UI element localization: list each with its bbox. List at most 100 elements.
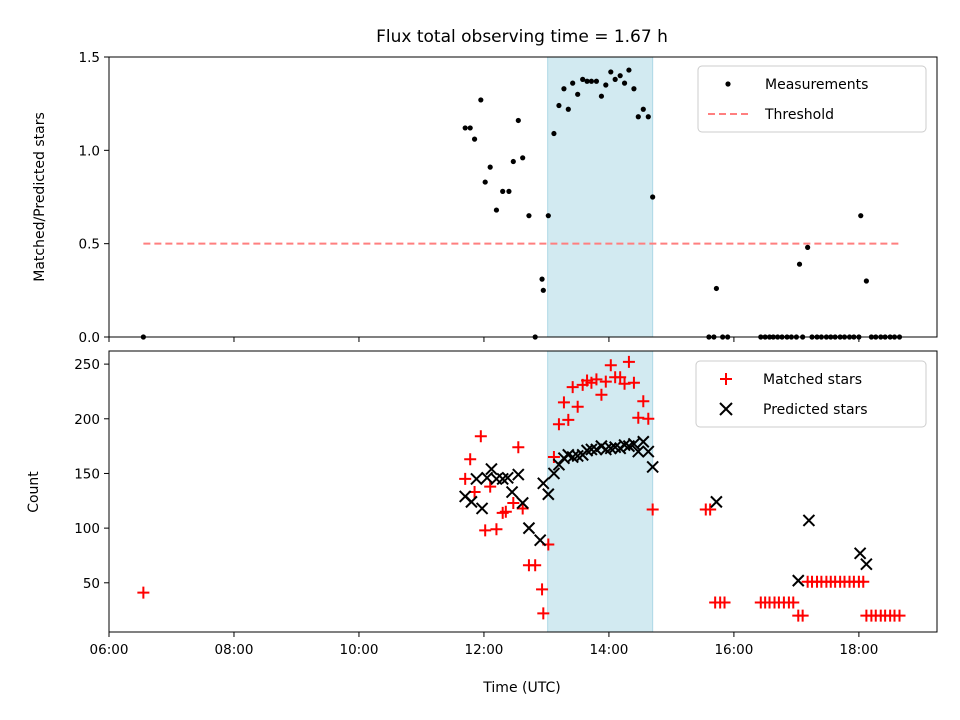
predicted-star-point — [632, 445, 645, 458]
measurement-point — [500, 188, 506, 194]
measurement-point — [565, 106, 571, 112]
measurement-point — [603, 82, 609, 88]
matched-star-point — [637, 395, 650, 408]
y-tick-label: 100 — [74, 521, 100, 537]
matched-star-point — [512, 441, 525, 454]
predicted-star-point — [853, 547, 867, 560]
predicted-star-point — [516, 496, 529, 510]
matched-star-point — [529, 559, 542, 572]
matched-star-point — [459, 472, 472, 485]
matched-star-point — [536, 583, 549, 596]
measurement-point — [520, 155, 526, 161]
measurement-point — [621, 80, 628, 86]
measurement-point — [805, 244, 811, 250]
count-legend-box — [695, 360, 927, 428]
y-tick-label: 150 — [74, 466, 100, 482]
measurement-point — [617, 73, 623, 79]
measurement-point — [713, 285, 720, 292]
matched-star-point — [474, 430, 487, 443]
predicted-star-point — [501, 471, 514, 485]
matched-star-point — [704, 503, 717, 516]
legend-measurement-marker — [725, 81, 731, 87]
matched-star-point — [787, 596, 800, 609]
measurement-point — [588, 78, 595, 84]
measurement-point — [593, 78, 600, 84]
matched-star-point — [464, 453, 477, 466]
predicted-star-point — [792, 574, 805, 587]
matched-star-point — [614, 371, 627, 384]
matched-star-point — [604, 359, 617, 372]
measurement-point — [584, 78, 590, 84]
measurement-point — [631, 86, 637, 92]
measurement-point — [598, 93, 605, 99]
x-tick-label: 16:00 — [714, 642, 753, 658]
matched-star-point — [537, 607, 550, 620]
matched-star-point — [562, 413, 575, 426]
matched-star-point — [893, 609, 906, 622]
matched-star-point — [490, 523, 503, 536]
measurement-point — [545, 213, 551, 219]
x-tick-label: 14:00 — [589, 642, 628, 658]
measurement-point — [796, 261, 803, 267]
measurement-point — [540, 287, 546, 293]
measurement-point — [645, 114, 651, 120]
ratio-panel: 0.0 0.5 1.0 1.5 — [79, 50, 938, 346]
matched-star-point — [618, 377, 631, 390]
matched-star-point — [516, 502, 529, 515]
measurement-point — [570, 80, 576, 86]
predicted-star-point — [547, 467, 561, 480]
matched-star-point — [557, 396, 570, 409]
measurement-point — [467, 125, 473, 131]
predicted-star-point — [552, 458, 566, 471]
measurement-point — [478, 97, 484, 103]
predicted-star-point — [585, 443, 598, 456]
axes-frame — [108, 350, 938, 633]
measurement-point — [640, 106, 646, 112]
matched-star-point — [642, 412, 655, 425]
y-tick-label: 200 — [74, 412, 100, 428]
measurement-point — [561, 86, 567, 92]
measurement-point — [515, 117, 521, 124]
measurement-point — [612, 76, 618, 82]
y-tick-label: 1.5 — [79, 50, 100, 66]
matched-star-point — [646, 503, 659, 516]
y-tick-label: 1.0 — [79, 143, 100, 159]
legend-predicted-label: Predicted stars — [763, 402, 868, 418]
observing-window-span — [547, 56, 654, 338]
predicted-star-point — [505, 485, 519, 499]
x-tick-label: 10:00 — [340, 642, 379, 658]
measurement-point — [551, 130, 557, 137]
y-tick-label: 0.5 — [79, 237, 100, 253]
predicted-star-point — [860, 558, 873, 571]
matched-star-point — [796, 609, 809, 622]
measurement-point — [580, 76, 586, 82]
predicted-star-point — [604, 442, 618, 455]
predicted-star-point — [533, 533, 547, 547]
ratio-y-axis-label: Matched/Predicted stars — [32, 112, 48, 282]
count-legend: Matched stars Predicted stars — [695, 360, 927, 428]
x-tick-label: 12:00 — [464, 642, 503, 658]
chart-title: Flux total observing time = 1.67 h — [376, 27, 668, 47]
matched-star-point — [499, 505, 512, 518]
y-tick-label: 0.0 — [79, 330, 100, 346]
matched-star-point — [571, 400, 584, 413]
measurement-point — [471, 136, 478, 142]
ratio-legend: Measurements Threshold — [697, 65, 927, 133]
predicted-star-point — [642, 445, 655, 458]
matched-star-point — [507, 496, 520, 509]
matched-star-point — [479, 524, 492, 537]
measurement-point — [493, 207, 500, 213]
measurement-point — [650, 194, 656, 200]
matched-star-point — [552, 418, 565, 431]
predicted-star-point — [710, 495, 723, 509]
predicted-star-point — [542, 488, 555, 501]
predicted-star-point — [802, 514, 816, 527]
matched-star-point — [566, 381, 579, 394]
measurement-point — [462, 125, 468, 131]
matched-star-point — [622, 355, 635, 368]
measurement-point — [539, 276, 545, 282]
matched-star-point — [627, 376, 640, 389]
predicted-star-point — [475, 502, 489, 515]
predicted-star-point — [522, 521, 536, 535]
predicted-star-point — [512, 468, 525, 481]
